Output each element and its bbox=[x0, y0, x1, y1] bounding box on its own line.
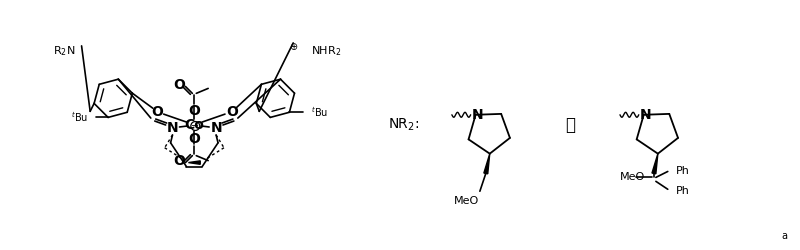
Text: N: N bbox=[210, 121, 222, 135]
Text: MeO: MeO bbox=[620, 172, 646, 182]
Text: N: N bbox=[472, 108, 483, 122]
Text: ⊕: ⊕ bbox=[289, 42, 298, 52]
Text: Co: Co bbox=[184, 118, 204, 132]
Text: $^t$Bu: $^t$Bu bbox=[311, 106, 328, 119]
Text: Ph: Ph bbox=[676, 166, 690, 176]
Text: O: O bbox=[226, 105, 238, 119]
Text: a: a bbox=[782, 231, 788, 241]
Polygon shape bbox=[652, 154, 658, 174]
Text: O: O bbox=[150, 105, 162, 119]
Text: O: O bbox=[174, 78, 186, 92]
Text: Ph: Ph bbox=[676, 186, 690, 196]
Text: −: − bbox=[191, 121, 199, 131]
Text: N: N bbox=[640, 108, 651, 122]
Text: O: O bbox=[188, 132, 200, 146]
Text: R$_2$N: R$_2$N bbox=[53, 44, 75, 58]
Polygon shape bbox=[188, 161, 200, 164]
Text: O: O bbox=[188, 104, 200, 118]
Text: MeO: MeO bbox=[454, 196, 478, 206]
Text: 或: 或 bbox=[565, 116, 575, 134]
Text: N: N bbox=[166, 121, 178, 135]
Text: NR$_2$:: NR$_2$: bbox=[388, 117, 419, 133]
Text: $^t$Bu: $^t$Bu bbox=[71, 110, 88, 124]
Polygon shape bbox=[484, 154, 490, 174]
Text: O: O bbox=[174, 154, 186, 168]
Text: NHR$_2$: NHR$_2$ bbox=[311, 44, 342, 58]
